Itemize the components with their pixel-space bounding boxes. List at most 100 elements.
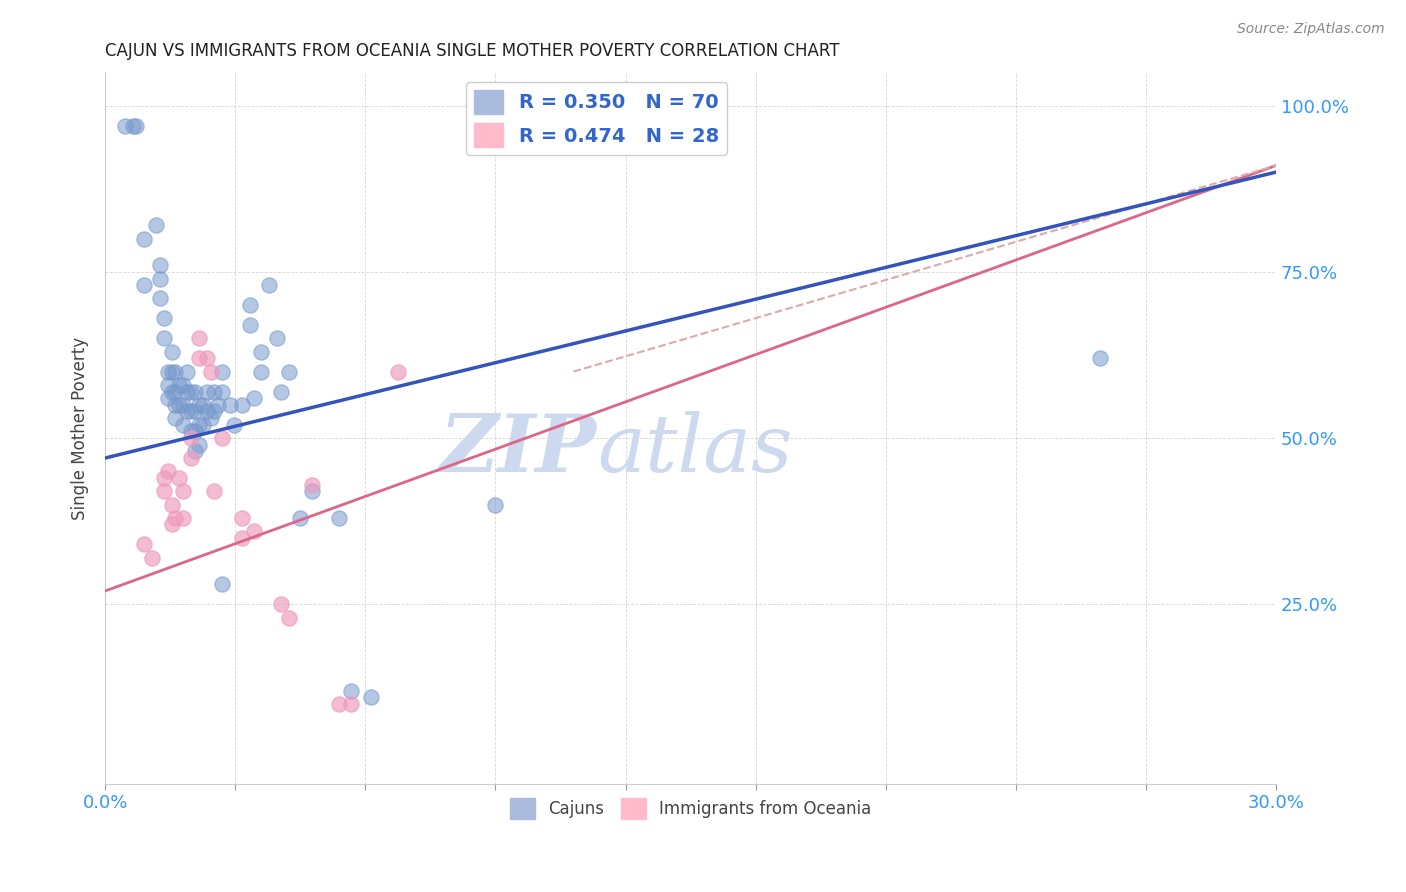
Point xyxy=(239,318,262,332)
Point xyxy=(125,119,148,133)
Point xyxy=(156,377,179,392)
Point xyxy=(211,365,233,379)
Point xyxy=(231,511,253,525)
Point xyxy=(149,271,172,285)
Y-axis label: Single Mother Poverty: Single Mother Poverty xyxy=(72,336,89,520)
Point xyxy=(340,683,363,698)
Point xyxy=(277,365,299,379)
Point xyxy=(160,365,183,379)
Point xyxy=(152,471,174,485)
Point xyxy=(277,610,299,624)
Point xyxy=(165,398,187,412)
Point xyxy=(484,498,506,512)
Point xyxy=(301,484,323,499)
Point xyxy=(160,517,183,532)
Point xyxy=(172,417,194,432)
Point xyxy=(270,384,292,399)
Point xyxy=(165,384,187,399)
Point xyxy=(266,331,288,345)
Point xyxy=(152,331,174,345)
Point xyxy=(180,404,202,418)
Point xyxy=(165,411,187,425)
Point xyxy=(180,431,202,445)
Point xyxy=(200,411,222,425)
Point xyxy=(207,398,229,412)
Point xyxy=(204,384,226,399)
Point xyxy=(360,690,382,705)
Point xyxy=(134,278,156,293)
Point xyxy=(134,537,156,551)
Point xyxy=(184,444,207,458)
Text: CAJUN VS IMMIGRANTS FROM OCEANIA SINGLE MOTHER POVERTY CORRELATION CHART: CAJUN VS IMMIGRANTS FROM OCEANIA SINGLE … xyxy=(105,42,839,60)
Point xyxy=(387,365,409,379)
Point xyxy=(145,219,167,233)
Point xyxy=(180,384,202,399)
Point xyxy=(172,484,194,499)
Point xyxy=(191,398,214,412)
Point xyxy=(328,697,350,711)
Point xyxy=(290,511,312,525)
Point xyxy=(152,311,174,326)
Text: ZIP: ZIP xyxy=(440,410,598,488)
Point xyxy=(301,477,323,491)
Point xyxy=(204,404,226,418)
Point xyxy=(219,398,242,412)
Point xyxy=(250,344,273,359)
Point xyxy=(222,417,245,432)
Point xyxy=(176,384,198,399)
Point xyxy=(165,365,187,379)
Point xyxy=(180,425,202,439)
Point xyxy=(156,365,179,379)
Point xyxy=(187,398,209,412)
Point xyxy=(231,398,253,412)
Point xyxy=(187,351,209,366)
Point xyxy=(156,464,179,478)
Point xyxy=(187,331,209,345)
Point xyxy=(176,404,198,418)
Point xyxy=(160,344,183,359)
Point xyxy=(184,425,207,439)
Point xyxy=(239,298,262,312)
Point xyxy=(257,278,280,293)
Point xyxy=(134,232,156,246)
Point xyxy=(211,384,233,399)
Point xyxy=(172,377,194,392)
Point xyxy=(270,597,292,611)
Text: atlas: atlas xyxy=(598,410,793,488)
Point xyxy=(165,511,187,525)
Point xyxy=(191,417,214,432)
Point xyxy=(156,391,179,405)
Point xyxy=(169,377,191,392)
Point xyxy=(149,292,172,306)
Point xyxy=(250,365,273,379)
Point xyxy=(242,391,264,405)
Point xyxy=(180,450,202,465)
Point xyxy=(195,404,218,418)
Point xyxy=(211,577,233,591)
Point xyxy=(204,484,226,499)
Point xyxy=(231,531,253,545)
Point xyxy=(211,431,233,445)
Point xyxy=(187,417,209,432)
Point xyxy=(169,471,191,485)
Point xyxy=(152,484,174,499)
Point xyxy=(176,365,198,379)
Point xyxy=(187,438,209,452)
Text: Source: ZipAtlas.com: Source: ZipAtlas.com xyxy=(1237,22,1385,37)
Point xyxy=(484,119,506,133)
Legend: Cajuns, Immigrants from Oceania: Cajuns, Immigrants from Oceania xyxy=(503,791,877,825)
Point xyxy=(184,404,207,418)
Point xyxy=(328,511,350,525)
Point xyxy=(160,498,183,512)
Point xyxy=(160,384,183,399)
Point xyxy=(195,351,218,366)
Point xyxy=(172,398,194,412)
Point xyxy=(172,511,194,525)
Point xyxy=(340,697,363,711)
Point xyxy=(184,384,207,399)
Point xyxy=(141,550,163,565)
Point xyxy=(195,384,218,399)
Point xyxy=(1090,351,1112,366)
Point xyxy=(169,398,191,412)
Point xyxy=(149,258,172,272)
